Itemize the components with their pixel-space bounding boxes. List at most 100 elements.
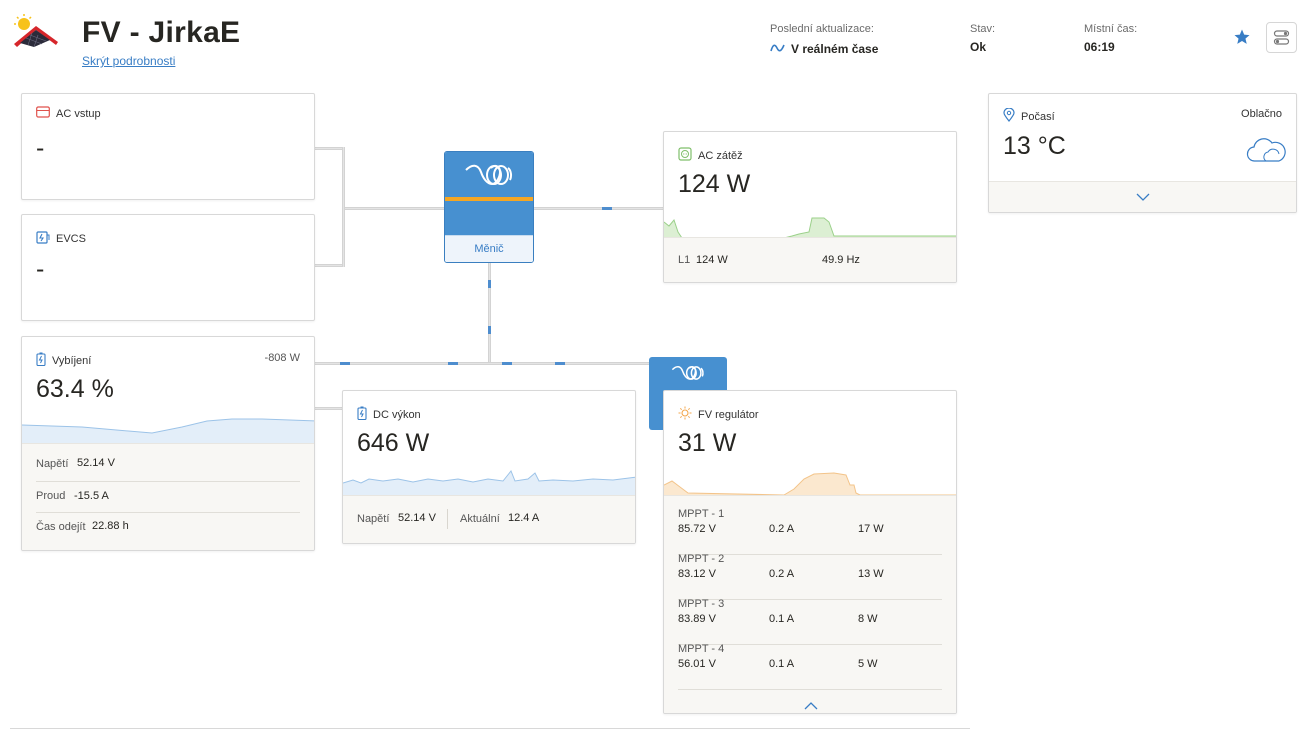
flow-line [345, 207, 445, 210]
mppt-row: MPPT - 2 83.12 V 0.2 A 13 W [678, 551, 942, 596]
divider [447, 509, 448, 529]
ac-input-card[interactable]: AC vstup - [21, 93, 315, 200]
last-update-value: V reálném čase [791, 42, 879, 56]
ac-load-sparkline [664, 217, 956, 240]
toggle-switches-icon [1273, 30, 1290, 45]
ac-input-icon [36, 106, 50, 121]
ac-load-footer: L1 124 W 49.9 Hz [664, 237, 956, 282]
divider [36, 512, 300, 513]
inverter-stripe [445, 197, 533, 201]
mppt-current: 0.1 A [769, 613, 795, 625]
chevron-down-icon [1136, 193, 1149, 201]
toggle-view-button[interactable] [1266, 22, 1297, 53]
flow-line [488, 262, 491, 364]
weather-expand-button[interactable] [989, 181, 1296, 212]
hide-details-link[interactable]: Skrýt podrobnosti [82, 54, 176, 68]
flow-line [315, 264, 345, 267]
mppt-name: MPPT - 2 [678, 553, 725, 565]
mppt-voltage: 85.72 V [678, 523, 716, 535]
victron-logo-icon [445, 152, 533, 197]
dc-power-value: 646 W [357, 429, 430, 457]
local-time-value: 06:19 [1084, 40, 1115, 54]
location-pin-icon [1003, 107, 1015, 125]
battery-power: -808 W [264, 352, 300, 364]
local-time-label: Místní čas: [1084, 23, 1138, 35]
mppt-row: MPPT - 4 56.01 V 0.1 A 5 W [678, 641, 942, 686]
mppt-row: MPPT - 1 85.72 V 0.2 A 17 W [678, 506, 942, 551]
evcs-card[interactable]: EVCS - [21, 214, 315, 321]
victron-logo-icon [671, 363, 705, 388]
battery-voltage-label: Napětí [36, 458, 69, 470]
battery-icon [36, 352, 46, 369]
battery-time-label: Čas odejít [36, 521, 86, 533]
inverter-body [445, 201, 533, 236]
dc-current-label: Aktuální [460, 513, 500, 525]
pv-charger-title: FV regulátor [698, 408, 759, 421]
evcs-title: EVCS [56, 232, 86, 245]
mppt-row: MPPT - 3 83.89 V 0.1 A 8 W [678, 596, 942, 641]
mppt-current: 0.2 A [769, 568, 795, 580]
flow-line [533, 207, 664, 210]
dc-current: 12.4 A [508, 512, 540, 524]
ev-charger-icon [36, 230, 50, 247]
weather-title: Počasí [1021, 110, 1055, 123]
mppt-power: 17 W [858, 523, 884, 535]
mppt-name: MPPT - 1 [678, 508, 725, 520]
sun-icon [678, 406, 692, 423]
dc-voltage: 52.14 V [398, 512, 436, 524]
weather-condition: Oblačno [1241, 108, 1282, 120]
divider [678, 554, 942, 555]
ac-load-phase-power: 124 W [696, 254, 728, 266]
dc-power-title: DC výkon [373, 408, 421, 421]
mppt-voltage: 83.89 V [678, 613, 716, 625]
mppt-voltage: 56.01 V [678, 658, 716, 670]
collapse-button[interactable] [804, 697, 818, 710]
ac-load-card[interactable]: AC zátěž 124 W L1 124 W 49.9 Hz [663, 131, 957, 283]
weather-card[interactable]: Počasí Oblačno 13 °C [988, 93, 1297, 213]
mppt-power: 13 W [858, 568, 884, 580]
flow-dot [502, 362, 512, 365]
cloud-icon [1246, 134, 1286, 169]
outlet-icon [678, 147, 692, 164]
battery-title: Vybíjení [52, 354, 92, 367]
ac-load-frequency: 49.9 Hz [822, 254, 860, 266]
divider [678, 689, 942, 690]
ac-input-value: - [36, 134, 45, 162]
flow-dot [448, 362, 458, 365]
dc-power-card[interactable]: DC výkon 646 W Napětí 52.14 V Aktuální 1… [342, 390, 636, 544]
mppt-current: 0.1 A [769, 658, 795, 670]
battery-soc: 63.4 % [36, 375, 114, 403]
page-bottom-rule [10, 728, 970, 729]
ac-load-value: 124 W [678, 170, 751, 198]
mppt-power: 8 W [858, 613, 878, 625]
status-value: Ok [970, 40, 987, 54]
mppt-name: MPPT - 4 [678, 643, 725, 655]
flow-line [315, 362, 727, 365]
ac-input-title: AC vstup [56, 107, 101, 120]
battery-voltage: 52.14 V [77, 457, 115, 469]
ac-load-title: AC zátěž [698, 149, 743, 162]
inverter-card[interactable]: Měnič [444, 151, 534, 263]
mppt-current: 0.2 A [769, 523, 795, 535]
dc-power-footer: Napětí 52.14 V Aktuální 12.4 A [343, 495, 635, 543]
pv-charger-sparkline [664, 472, 956, 497]
flow-dot [340, 362, 350, 365]
pv-charger-value: 31 W [678, 429, 737, 457]
star-icon[interactable] [1233, 28, 1251, 46]
divider [678, 599, 942, 600]
divider [36, 481, 300, 482]
flow-dot [555, 362, 565, 365]
last-update-status: V reálném čase [770, 40, 878, 58]
site-logo [10, 14, 60, 48]
pv-charger-card[interactable]: FV regulátor 31 W MPPT - 1 85.72 V 0.2 A… [663, 390, 957, 714]
flow-dot [488, 280, 491, 288]
flow-dot [602, 207, 612, 210]
battery-card[interactable]: Vybíjení -808 W 63.4 % Napětí 52.14 V Pr… [21, 336, 315, 551]
mppt-voltage: 83.12 V [678, 568, 716, 580]
mppt-name: MPPT - 3 [678, 598, 725, 610]
battery-icon [357, 406, 367, 423]
inverter-label: Měnič [445, 235, 533, 262]
weather-temperature: 13 °C [1003, 132, 1066, 160]
dc-power-sparkline [343, 470, 635, 497]
pv-charger-footer: MPPT - 1 85.72 V 0.2 A 17 W MPPT - 2 83.… [664, 495, 956, 713]
